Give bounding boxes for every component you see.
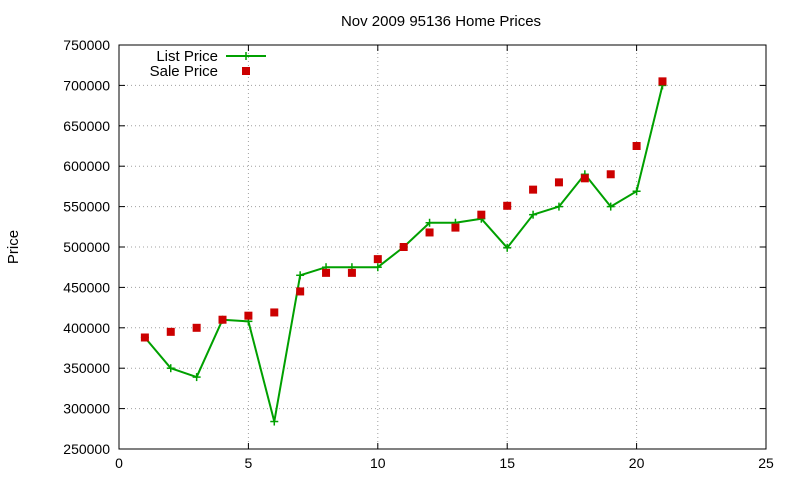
sale-price-point (554, 178, 563, 187)
y-tick-label: 250000 (63, 441, 110, 457)
y-tick-label: 550000 (63, 199, 110, 215)
x-tick-label: 20 (629, 455, 645, 471)
sale-price-point (192, 323, 201, 332)
y-tick-label: 350000 (63, 360, 110, 376)
sale-price-point (399, 243, 408, 251)
chart-title: Nov 2009 95136 Home Prices (341, 13, 541, 30)
legend-square-swatch (242, 67, 250, 75)
list-price-point (632, 187, 641, 196)
y-tick-label: 450000 (63, 279, 110, 295)
series-sale-price (140, 77, 667, 342)
list-price-point (192, 373, 201, 382)
sale-price-point (632, 142, 641, 150)
list-price-point (606, 202, 615, 211)
list-price-point (373, 263, 382, 272)
y-tick-label: 600000 (63, 158, 110, 174)
legend-plus-swatch (242, 52, 250, 60)
y-axis-label: Price (5, 230, 22, 264)
sale-price-point (347, 268, 356, 277)
sale-price-point (270, 308, 279, 317)
sale-price-point (477, 210, 486, 219)
list-price-point (270, 417, 279, 426)
list-price-point (503, 243, 512, 252)
sale-price-point (606, 170, 615, 179)
sale-price-point (529, 185, 538, 194)
x-tick-label: 10 (370, 455, 386, 471)
sale-price-point (296, 287, 305, 296)
list-price-point (166, 364, 175, 373)
list-price-point (296, 271, 305, 280)
grid (119, 45, 766, 449)
sale-price-point (503, 201, 512, 210)
list-price-point (529, 210, 538, 219)
plot-frame (118, 44, 767, 450)
sale-price-point (322, 268, 331, 277)
series-list-price (140, 81, 667, 426)
x-tick-label: 5 (245, 455, 253, 471)
sale-price-point (580, 174, 589, 183)
sale-price-point (166, 327, 175, 336)
y-tick-label: 400000 (63, 320, 110, 336)
list-price-line (144, 85, 664, 423)
sale-price-point (658, 77, 667, 86)
legend-label-list-price: List Price (156, 48, 218, 65)
sale-price-point (140, 333, 149, 342)
y-tick-label: 300000 (63, 401, 110, 417)
sale-price-point (373, 255, 382, 264)
x-tick-label: 15 (499, 455, 515, 471)
x-tick-label: 25 (758, 455, 774, 471)
list-price-point (554, 202, 563, 211)
y-tick-label: 650000 (63, 118, 110, 134)
x-tick-label: 0 (115, 455, 123, 471)
axis-ticks: 250000 300000 350000 400000 450000 500000 5500… (63, 37, 774, 471)
y-tick-label: 750000 (63, 37, 110, 53)
sale-price-point (451, 223, 460, 232)
sale-price-point (425, 228, 434, 237)
legend-label-sale-price: Sale Price (150, 63, 218, 80)
y-tick-label: 700000 (63, 77, 110, 93)
sale-price-point (244, 311, 253, 320)
series (140, 77, 667, 426)
sale-price-point (218, 315, 227, 324)
y-tick-label: 500000 (63, 239, 110, 255)
list-price-point (425, 218, 434, 227)
